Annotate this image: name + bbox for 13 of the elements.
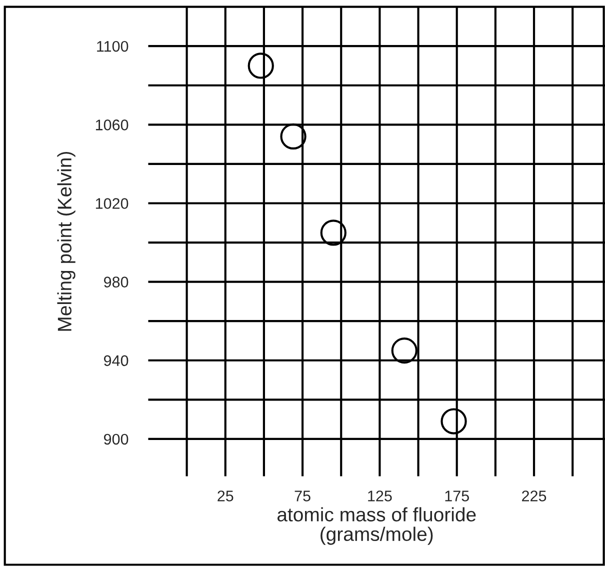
y-tick-label: 1060: [96, 120, 128, 130]
x-tick-label: 125: [368, 490, 392, 502]
y-tick-label: 1020: [96, 198, 128, 209]
y-axis-title: Melting point (Kelvin): [57, 152, 76, 331]
y-tick-label: 900: [104, 434, 128, 445]
x-tick-label: 175: [445, 490, 469, 502]
x-tick-label: 25: [218, 490, 234, 502]
x-axis-title: atomic mass of fluoride (grams/mole): [277, 507, 476, 545]
y-tick-label: 940: [104, 355, 128, 366]
x-tick-label: 225: [522, 490, 546, 502]
y-tick-label: 980: [104, 276, 128, 288]
x-tick-label: 75: [294, 490, 310, 502]
y-tick-label: 1100: [97, 40, 128, 52]
